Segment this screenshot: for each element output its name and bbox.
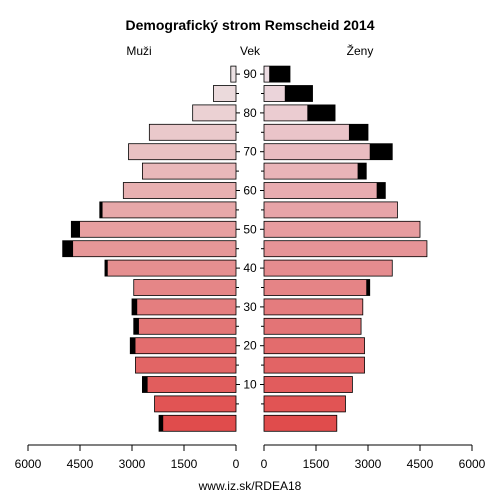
female-bar-10-14 (263, 376, 353, 393)
female-bar-25-29 (263, 317, 362, 335)
left-x-axis: 6000 4500 3000 1500 0 (15, 444, 240, 471)
male-bar-10-14 (141, 376, 237, 393)
age-axis: 10 20 30 40 50 60 70 80 90 (236, 67, 264, 405)
right-x-axis: 0 1500 3000 4500 6000 (261, 444, 486, 471)
right-axis-label-6000: 6000 (459, 457, 486, 471)
female-surplus-80-84 (307, 104, 336, 121)
male-bar-90+ (230, 65, 237, 83)
chart-title: Demografický strom Remscheid 2014 (126, 17, 375, 33)
left-axis-label-1500: 1500 (171, 457, 198, 471)
male-label: Muži (126, 44, 151, 58)
male-surplus-45-49 (62, 240, 74, 257)
male-surplus-30-34 (132, 298, 138, 315)
age-tick-label-30: 30 (243, 300, 257, 314)
male-bar-55-59 (99, 201, 237, 219)
age-tick-label-70: 70 (243, 145, 257, 159)
left-axis-label-0: 0 (233, 457, 240, 471)
male-surplus-50-54 (71, 221, 80, 238)
age-tick-label-60: 60 (243, 184, 257, 198)
male-surplus-40-44 (104, 260, 108, 277)
male-bar-80-84 (192, 104, 237, 122)
right-axis-label-4500: 4500 (407, 457, 434, 471)
male-bar-60-64 (122, 182, 237, 199)
male-surplus-55-59 (99, 201, 103, 218)
age-label: Vek (240, 44, 261, 58)
female-bar-20-24 (263, 337, 365, 355)
female-surplus-75-79 (348, 124, 368, 141)
male-bar-70-74 (128, 143, 237, 161)
male-bar-40-44 (104, 259, 237, 277)
female-surplus-65-69 (357, 163, 367, 180)
female-surplus-90+ (269, 66, 290, 83)
age-tick-label-10: 10 (243, 378, 257, 392)
female-surplus-35-39 (366, 279, 370, 296)
female-bar-60-64 (263, 182, 386, 199)
male-bar-45-49 (62, 240, 237, 258)
male-surplus-25-29 (133, 318, 139, 335)
male-bar-65-69 (141, 162, 237, 180)
male-bar-30-34 (131, 298, 237, 316)
male-bar-85-89 (213, 85, 237, 102)
female-bar-5-9 (263, 395, 346, 413)
male-bar-25-29 (133, 317, 237, 335)
female-surplus-60-64 (376, 182, 386, 199)
male-bar-20-24 (129, 337, 237, 355)
male-bar-50-54 (70, 220, 237, 238)
pyramid-bars (62, 65, 428, 432)
right-axis-label-0: 0 (261, 457, 268, 471)
female-bar-15-19 (263, 356, 365, 374)
female-bar-35-39 (263, 279, 371, 296)
female-label: Ženy (347, 43, 374, 58)
female-bar-40-44 (263, 259, 393, 277)
male-bar-35-39 (133, 279, 237, 296)
male-surplus-20-24 (130, 337, 136, 354)
female-surplus-85-89 (284, 85, 313, 102)
left-axis-label-3000: 3000 (119, 457, 146, 471)
age-tick-label-50: 50 (243, 222, 257, 236)
female-bar-50-54 (263, 220, 421, 238)
left-axis-label-4500: 4500 (67, 457, 94, 471)
male-bar-75-79 (148, 123, 237, 141)
age-tick-label-90: 90 (243, 67, 257, 81)
female-bar-30-34 (263, 298, 364, 316)
female-bar-0-4 (263, 414, 338, 432)
male-surplus-0-4 (159, 415, 164, 432)
male-surplus-10-14 (142, 376, 148, 393)
right-axis-label-3000: 3000 (355, 457, 382, 471)
male-bar-0-4 (158, 414, 237, 432)
left-axis-label-6000: 6000 (15, 457, 42, 471)
female-bar-65-69 (263, 162, 367, 180)
female-bar-55-59 (263, 201, 398, 219)
footer-url: www.iz.sk/RDEA18 (198, 479, 302, 493)
female-surplus-70-74 (369, 143, 393, 160)
male-bar-5-9 (154, 395, 237, 413)
age-tick-label-40: 40 (243, 261, 257, 275)
age-tick-label-80: 80 (243, 106, 257, 120)
male-bar-15-19 (135, 356, 237, 374)
age-tick-label-20: 20 (243, 339, 257, 353)
right-axis-label-1500: 1500 (303, 457, 330, 471)
female-bar-45-49 (263, 240, 428, 258)
